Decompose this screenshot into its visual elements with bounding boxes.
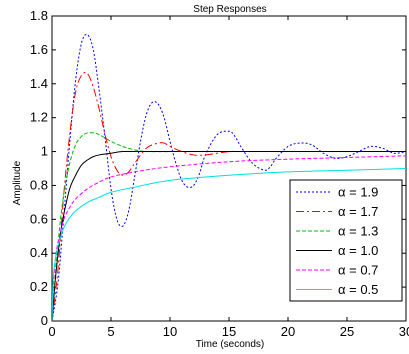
y-tick-label: 1.2 bbox=[30, 110, 48, 125]
legend-label: α = 1.7 bbox=[338, 204, 378, 219]
legend-label: α = 1.0 bbox=[338, 243, 378, 258]
y-tick-label: 0.2 bbox=[30, 279, 48, 294]
y-tick-label: 0.4 bbox=[30, 245, 48, 260]
y-tick-label: 1.4 bbox=[30, 76, 48, 91]
legend-label: α = 1.3 bbox=[338, 224, 378, 239]
x-axis-ticks: 0 5 10 15 20 25 30 bbox=[48, 16, 409, 339]
series-line-1 bbox=[52, 33, 406, 321]
series-line-3 bbox=[52, 132, 406, 321]
legend: α = 1.9 α = 1.7 α = 1.3 α = 1.0 α = 0.7 α = 0… bbox=[289, 179, 403, 302]
chart-title: Step Responses bbox=[193, 4, 266, 15]
legend-label: α = 0.7 bbox=[338, 263, 378, 278]
y-axis-title: Amplitude bbox=[12, 160, 23, 205]
series-layer bbox=[52, 33, 406, 321]
y-tick-label: 0.8 bbox=[30, 177, 48, 192]
y-tick-label: 1.6 bbox=[30, 42, 48, 57]
x-axis-title: Time (seconds) bbox=[196, 339, 265, 350]
x-tick-label: 10 bbox=[163, 324, 177, 339]
y-tick-label: 0.6 bbox=[30, 211, 48, 226]
x-tick-label: 0 bbox=[48, 324, 55, 339]
x-tick-label: 15 bbox=[222, 324, 236, 339]
x-tick-label: 5 bbox=[107, 324, 114, 339]
legend-label: α = 0.5 bbox=[338, 282, 378, 297]
x-tick-label: 25 bbox=[340, 324, 354, 339]
x-tick-label: 20 bbox=[281, 324, 295, 339]
series-line-6 bbox=[52, 168, 406, 321]
y-tick-label: 0 bbox=[41, 313, 48, 328]
y-axis-ticks: 0 0.2 0.4 0.6 0.8 1 1.2 1.4 1.6 1.8 bbox=[30, 8, 406, 328]
y-tick-label: 1.8 bbox=[30, 8, 48, 23]
y-tick-label: 1 bbox=[41, 144, 48, 159]
x-tick-label: 30 bbox=[399, 324, 409, 339]
legend-box bbox=[289, 179, 403, 302]
legend-label: α = 1.9 bbox=[338, 185, 378, 200]
